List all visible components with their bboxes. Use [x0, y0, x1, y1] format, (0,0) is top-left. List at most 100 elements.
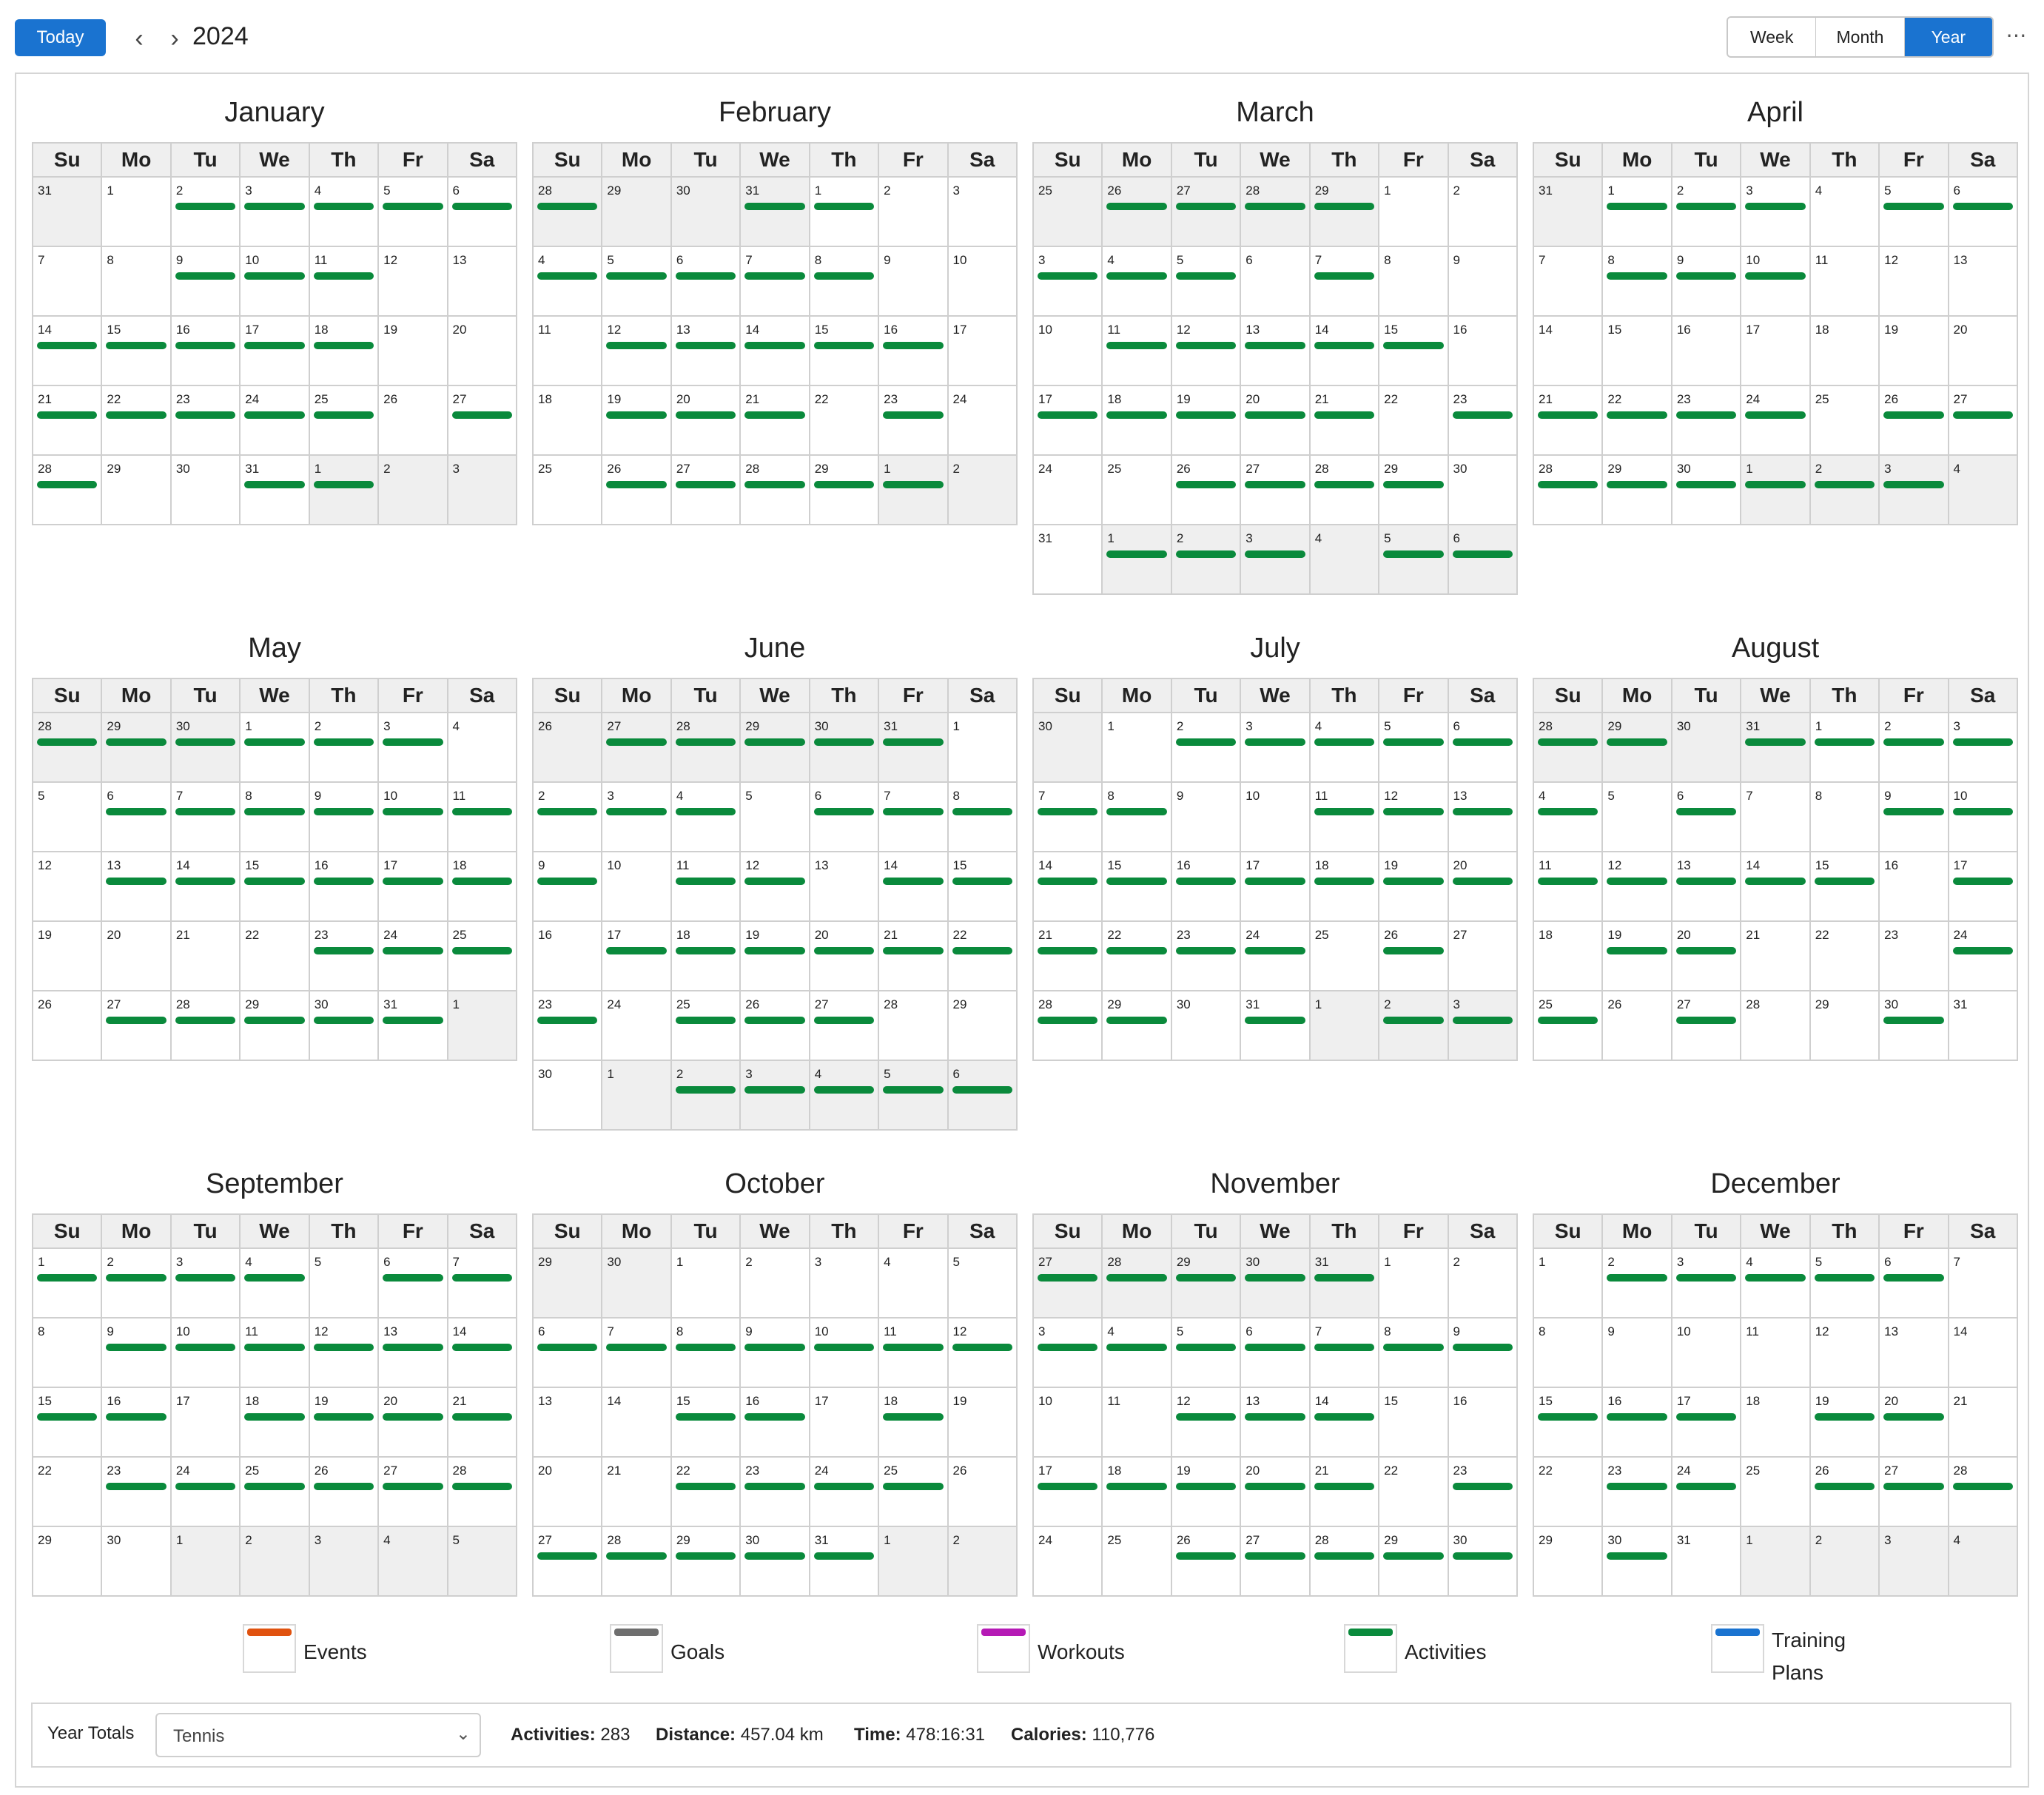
day-cell[interactable]: 31 — [1310, 1249, 1380, 1317]
activity-bar[interactable] — [883, 411, 944, 419]
day-cell[interactable]: 26 — [1171, 1527, 1242, 1595]
activity-bar[interactable] — [606, 272, 667, 280]
day-cell[interactable]: 4 — [1103, 1319, 1172, 1387]
day-cell[interactable]: 29 — [741, 713, 810, 781]
day-cell[interactable]: 25 — [1034, 178, 1103, 246]
day-cell[interactable]: 23 — [1672, 386, 1742, 454]
activity-bar[interactable] — [106, 1413, 167, 1421]
day-cell[interactable]: 9 — [171, 247, 241, 315]
day-cell[interactable]: 8 — [948, 783, 1018, 851]
activity-bar[interactable] — [1175, 1413, 1237, 1421]
activity-bar[interactable] — [1383, 738, 1444, 746]
activity-bar[interactable] — [1675, 1274, 1737, 1282]
activity-bar[interactable] — [813, 1344, 875, 1351]
day-cell[interactable]: 3 — [810, 1249, 880, 1317]
day-cell[interactable]: 15 — [1603, 317, 1672, 385]
activity-bar[interactable] — [1175, 481, 1237, 488]
activity-bar[interactable] — [1883, 1483, 1944, 1490]
day-cell[interactable]: 12 — [1810, 1319, 1880, 1387]
day-cell[interactable]: 3 — [1241, 713, 1311, 781]
activity-bar[interactable] — [1607, 411, 1667, 419]
activity-bar[interactable] — [1883, 808, 1944, 815]
activity-bar[interactable] — [1383, 550, 1444, 558]
day-cell[interactable]: 8 — [241, 783, 310, 851]
activity-bar[interactable] — [1883, 738, 1944, 746]
day-cell[interactable]: 3 — [1741, 178, 1811, 246]
day-cell[interactable]: 15 — [671, 1388, 742, 1456]
activity-bar[interactable] — [606, 1344, 667, 1351]
day-cell[interactable]: 24 — [1741, 386, 1811, 454]
day-cell[interactable]: 14 — [1741, 852, 1811, 920]
day-cell[interactable]: 13 — [1241, 317, 1311, 385]
day-cell[interactable]: 18 — [1741, 1388, 1811, 1456]
day-cell[interactable]: 9 — [534, 852, 603, 920]
day-cell[interactable]: 27 — [1949, 386, 2018, 454]
activity-bar[interactable] — [744, 738, 805, 746]
day-cell[interactable]: 3 — [1880, 1527, 1949, 1595]
day-cell[interactable]: 30 — [1448, 1527, 1518, 1595]
day-cell[interactable]: 19 — [1603, 922, 1672, 990]
activity-bar[interactable] — [1175, 1552, 1237, 1560]
activity-bar[interactable] — [106, 1483, 167, 1490]
activity-bar[interactable] — [675, 878, 736, 885]
activity-bar[interactable] — [1245, 1483, 1305, 1490]
month-title[interactable]: August — [1731, 632, 1820, 664]
day-cell[interactable]: 1 — [1741, 1527, 1811, 1595]
day-cell[interactable]: 11 — [671, 852, 742, 920]
month-title[interactable]: December — [1710, 1168, 1840, 1199]
day-cell[interactable]: 11 — [534, 317, 603, 385]
activity-bar[interactable] — [1383, 1344, 1444, 1351]
day-cell[interactable]: 27 — [671, 456, 742, 524]
day-cell[interactable]: 2 — [102, 1249, 172, 1317]
activity-bar[interactable] — [37, 1274, 98, 1282]
day-cell[interactable]: 22 — [1379, 386, 1449, 454]
day-cell[interactable]: 31 — [379, 991, 448, 1060]
day-cell[interactable]: 25 — [1810, 386, 1880, 454]
day-cell[interactable]: 27 — [810, 991, 880, 1060]
day-cell[interactable]: 20 — [1949, 317, 2018, 385]
day-cell[interactable]: 25 — [879, 1458, 949, 1526]
activity-bar[interactable] — [451, 1344, 512, 1351]
day-cell[interactable]: 26 — [1810, 1458, 1880, 1526]
day-cell[interactable]: 27 — [448, 386, 517, 454]
activity-bar[interactable] — [383, 1274, 443, 1282]
day-cell[interactable]: 29 — [534, 1249, 603, 1317]
day-cell[interactable]: 12 — [309, 1319, 380, 1387]
day-cell[interactable]: 16 — [1603, 1388, 1672, 1456]
day-cell[interactable]: 11 — [1103, 317, 1172, 385]
day-cell[interactable]: 23 — [1448, 1458, 1518, 1526]
activity-bar[interactable] — [537, 203, 598, 210]
day-cell[interactable]: 1 — [1103, 713, 1172, 781]
activity-bar[interactable] — [537, 1344, 598, 1351]
day-cell[interactable]: 23 — [534, 991, 603, 1060]
day-cell[interactable]: 14 — [448, 1319, 517, 1387]
day-cell[interactable]: 13 — [1949, 247, 2018, 315]
activity-bar[interactable] — [244, 342, 305, 349]
day-cell[interactable]: 30 — [1672, 456, 1742, 524]
activity-bar[interactable] — [244, 481, 305, 488]
activity-bar[interactable] — [883, 808, 944, 815]
day-cell[interactable]: 7 — [1310, 1319, 1380, 1387]
day-cell[interactable]: 22 — [1534, 1458, 1604, 1526]
day-cell[interactable]: 27 — [1034, 1249, 1103, 1317]
activity-bar[interactable] — [1038, 272, 1098, 280]
activity-bar[interactable] — [1314, 411, 1375, 419]
activity-bar[interactable] — [383, 808, 443, 815]
activity-bar[interactable] — [1314, 1344, 1375, 1351]
day-cell[interactable]: 1 — [1310, 991, 1380, 1060]
activity-bar[interactable] — [1175, 203, 1237, 210]
day-cell[interactable]: 12 — [948, 1319, 1018, 1387]
day-cell[interactable]: 19 — [33, 922, 103, 990]
day-cell[interactable]: 1 — [602, 1061, 672, 1129]
day-cell[interactable]: 20 — [1448, 852, 1518, 920]
activity-bar[interactable] — [744, 947, 805, 954]
activity-bar[interactable] — [1245, 1344, 1305, 1351]
day-cell[interactable]: 11 — [879, 1319, 949, 1387]
day-cell[interactable]: 5 — [1603, 783, 1672, 851]
activity-bar[interactable] — [744, 272, 805, 280]
day-cell[interactable]: 10 — [602, 852, 672, 920]
activity-bar[interactable] — [744, 1344, 805, 1351]
activity-bar[interactable] — [1038, 1017, 1098, 1024]
day-cell[interactable]: 20 — [671, 386, 742, 454]
day-cell[interactable]: 19 — [1810, 1388, 1880, 1456]
